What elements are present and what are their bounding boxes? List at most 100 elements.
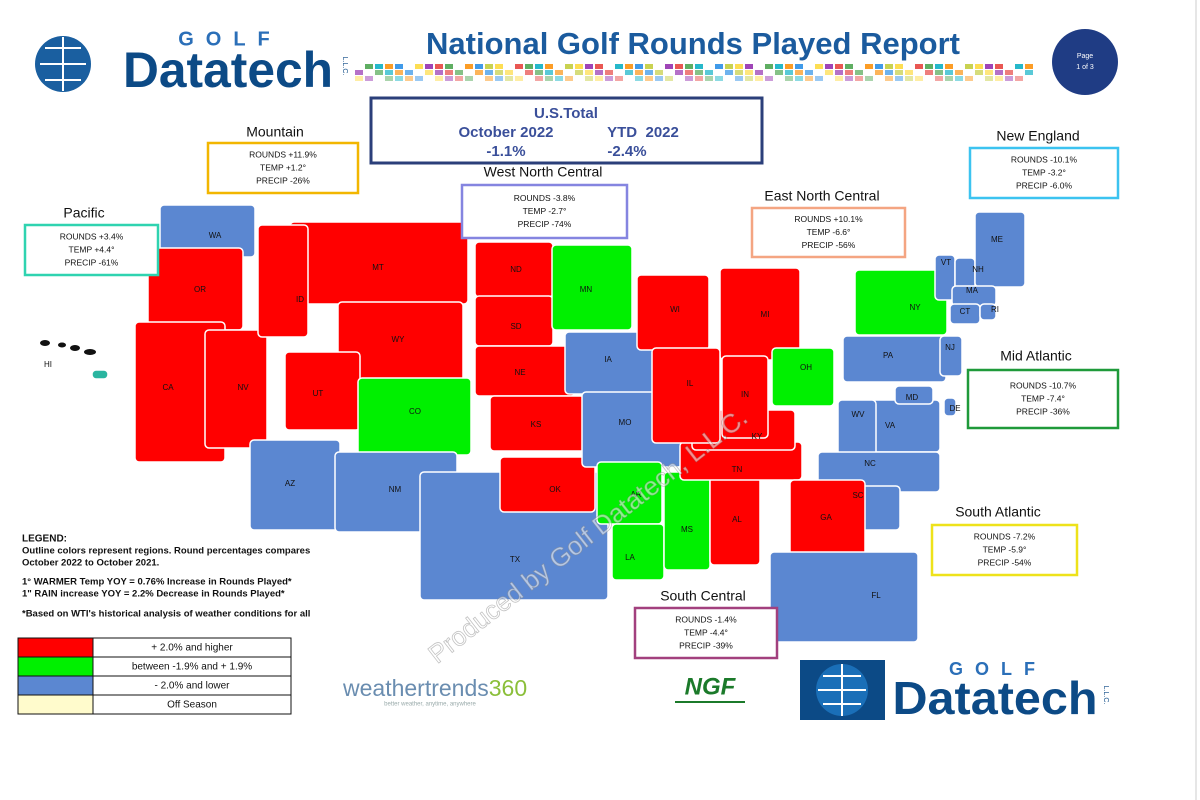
- region-stat: PRECIP -56%: [802, 240, 856, 250]
- mosaic-tile: [705, 76, 713, 81]
- mosaic-tile: [585, 64, 593, 69]
- mosaic-tile: [655, 76, 663, 81]
- state: [551, 244, 633, 331]
- mosaic-tile: [815, 76, 823, 81]
- mosaic-tile: [865, 76, 873, 81]
- state: [842, 335, 947, 383]
- state: [204, 329, 268, 449]
- legend-note: 1° WARMER Temp YOY = 0.76% Increase in R…: [22, 577, 292, 588]
- state-label: NH: [972, 265, 984, 274]
- mosaic-tile: [515, 76, 523, 81]
- state: [91, 369, 109, 380]
- legend-note: 1" RAIN increase YOY = 2.2% Decrease in …: [22, 589, 285, 600]
- region-stat: TEMP -5.9°: [983, 544, 1027, 554]
- logo-brand: Datatech: [123, 42, 333, 98]
- mosaic-tile: [945, 76, 953, 81]
- state-label: AR: [630, 490, 641, 499]
- region-stat: TEMP -7.4°: [1021, 393, 1065, 403]
- state: [979, 303, 997, 321]
- mosaic-tile: [365, 76, 373, 81]
- state-label: MO: [619, 418, 632, 427]
- mosaic-tile: [1015, 64, 1023, 69]
- mosaic-tile: [965, 64, 973, 69]
- us-map: WA OR CA NV MT ID WY UT CO AZ NM ND SD NE KS TX OK MN IA MO…: [40, 204, 1026, 643]
- mosaic-tile: [635, 64, 643, 69]
- mosaic-tile: [865, 64, 873, 69]
- region-box: [23, 223, 160, 277]
- state-label: NM: [389, 485, 402, 494]
- legend-note: October 2022 to October 2021.: [22, 558, 159, 569]
- mosaic-tile: [485, 70, 493, 75]
- mosaic-tile: [835, 76, 843, 81]
- mosaic-tile: [485, 76, 493, 81]
- state-label: MI: [761, 310, 770, 319]
- mosaic-tile: [935, 70, 943, 75]
- mosaic-tile: [505, 76, 513, 81]
- mosaic-tile: [665, 76, 673, 81]
- region-stat: TEMP -6.6°: [807, 227, 851, 237]
- region-stat: TEMP +4.4°: [69, 244, 115, 254]
- state-label: MD: [906, 393, 919, 402]
- region-stat: PRECIP -36%: [1016, 406, 1070, 416]
- mosaic-tile: [995, 70, 1003, 75]
- mosaic-tile: [445, 64, 453, 69]
- state-label: SC: [852, 491, 863, 500]
- mosaic-tile: [875, 70, 883, 75]
- state-label: IA: [604, 355, 612, 364]
- mosaic-tile: [525, 70, 533, 75]
- mosaic-tile: [985, 64, 993, 69]
- state-label: AL: [732, 515, 742, 524]
- state-label: OH: [800, 363, 812, 372]
- weathertrends-tagline: better weather, anytime, anywhere: [384, 702, 476, 708]
- mosaic-tile: [915, 64, 923, 69]
- mosaic-tile: [645, 76, 653, 81]
- state-label: WV: [852, 410, 866, 419]
- mosaic-tile: [455, 76, 463, 81]
- mosaic-tile: [375, 64, 383, 69]
- state-label: VA: [885, 421, 896, 430]
- mosaic-tile: [615, 64, 623, 69]
- mosaic-tile: [525, 64, 533, 69]
- hi-island: [40, 340, 50, 346]
- state-label: WA: [209, 231, 222, 240]
- state-label: AZ: [285, 479, 295, 488]
- mosaic-tile: [805, 76, 813, 81]
- state-label: MN: [580, 285, 593, 294]
- mosaic-tile: [595, 64, 603, 69]
- state-label: NE: [514, 368, 525, 377]
- state-label: CT: [960, 307, 971, 316]
- mosaic-tile: [675, 70, 683, 75]
- state: [611, 523, 665, 581]
- mosaic-tile: [695, 64, 703, 69]
- mosaic-tile: [735, 70, 743, 75]
- hi-island: [70, 345, 80, 351]
- mosaic-tile: [955, 76, 963, 81]
- ngf-logo: NGF: [685, 673, 737, 700]
- state-label: MS: [681, 525, 693, 534]
- mosaic-tile: [605, 70, 613, 75]
- mosaic-tile: [825, 70, 833, 75]
- state: [499, 456, 596, 513]
- logo-grid: [40, 37, 86, 91]
- region-name: South Central: [660, 588, 746, 604]
- page-label: Page: [1077, 53, 1093, 60]
- legend-label: + 2.0% and higher: [151, 643, 233, 654]
- mosaic-tile: [475, 64, 483, 69]
- mosaic-tile: [385, 64, 393, 69]
- region-name: New England: [996, 128, 1079, 144]
- state-label: ID: [296, 295, 304, 304]
- legend-cell: [92, 694, 292, 715]
- legend-swatch: [17, 656, 94, 677]
- state-label: PA: [883, 351, 894, 360]
- mosaic-tile: [445, 70, 453, 75]
- state-label: ME: [991, 235, 1003, 244]
- mosaic-tile: [905, 76, 913, 81]
- mosaic-tile: [785, 76, 793, 81]
- region-stat: ROUNDS -3.8%: [514, 193, 576, 203]
- region-name: West North Central: [484, 164, 603, 180]
- mosaic-tile: [765, 76, 773, 81]
- state-label: GA: [820, 513, 832, 522]
- region-box: [930, 523, 1079, 577]
- mosaic-tile: [405, 70, 413, 75]
